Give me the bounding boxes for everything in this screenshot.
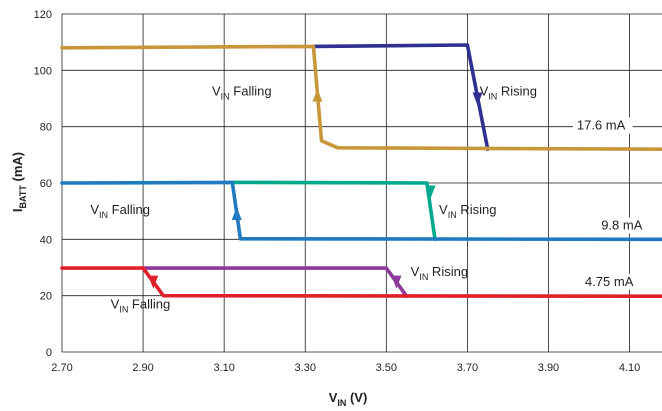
- label-rising-3: VIN Rising: [411, 264, 468, 282]
- direction-arrow-s3-rising: [391, 275, 402, 289]
- direction-arrow-s3-falling: [148, 275, 159, 289]
- label-17-6-backdrop: [572, 117, 633, 134]
- label-rising-1: VIN Rising: [480, 84, 537, 102]
- annotations: VIN Falling VIN Rising VIN Falling VIN Risi…: [90, 84, 650, 314]
- label-falling-3: VIN Falling: [111, 296, 171, 314]
- label-9-8-backdrop: [597, 217, 650, 234]
- x-tick-label: 4.10: [619, 362, 640, 374]
- x-tick-label: 3.90: [538, 362, 559, 374]
- label-9-8: 9.8 mA: [601, 217, 643, 232]
- tick-labels: 2.70 2.90 3.10 3.30 3.50 3.70 3.90 4.10 0 20 40 60 8…: [34, 9, 641, 374]
- label-falling-1: VIN Falling: [212, 84, 272, 102]
- y-tick-label: 0: [46, 347, 52, 359]
- y-tick-label: 20: [40, 291, 52, 303]
- direction-arrow-s2-falling: [231, 206, 242, 220]
- direction-arrow-s1-rising: [472, 92, 483, 106]
- series-line-s1-falling: [60, 44, 662, 151]
- y-tick-label: 60: [40, 178, 52, 190]
- series-line-s2-rising: [230, 180, 437, 242]
- x-tick-label: 3.30: [295, 362, 316, 374]
- y-tick-label: 40: [40, 234, 52, 246]
- series-line-s2-falling: [60, 180, 662, 242]
- series-line-s1-rising: [311, 43, 490, 151]
- x-tick-label: 3.70: [457, 362, 478, 374]
- label-4-75: 4.75 mA: [585, 274, 634, 289]
- y-tick-label: 120: [34, 9, 52, 21]
- x-tick-label: 3.10: [213, 362, 234, 374]
- y-tick-label: 100: [34, 65, 52, 77]
- label-rising-2: VIN Rising: [439, 202, 496, 220]
- direction-arrow-s2-rising: [425, 185, 436, 199]
- series-line-s3-rising: [141, 266, 409, 299]
- x-tick-label: 3.50: [376, 362, 397, 374]
- label-17-6: 17.6 mA: [577, 117, 626, 132]
- label-falling-2: VIN Falling: [90, 202, 150, 220]
- x-tick-label: 2.70: [51, 362, 72, 374]
- x-axis-title: VIN (V): [329, 390, 368, 408]
- label-4-75-backdrop: [580, 273, 641, 290]
- y-axis-title: IBATT (mA): [10, 152, 28, 212]
- y-tick-label: 80: [40, 122, 52, 134]
- direction-arrow-s1-falling: [312, 88, 323, 102]
- series-group: [60, 43, 662, 299]
- x-tick-label: 2.90: [132, 362, 153, 374]
